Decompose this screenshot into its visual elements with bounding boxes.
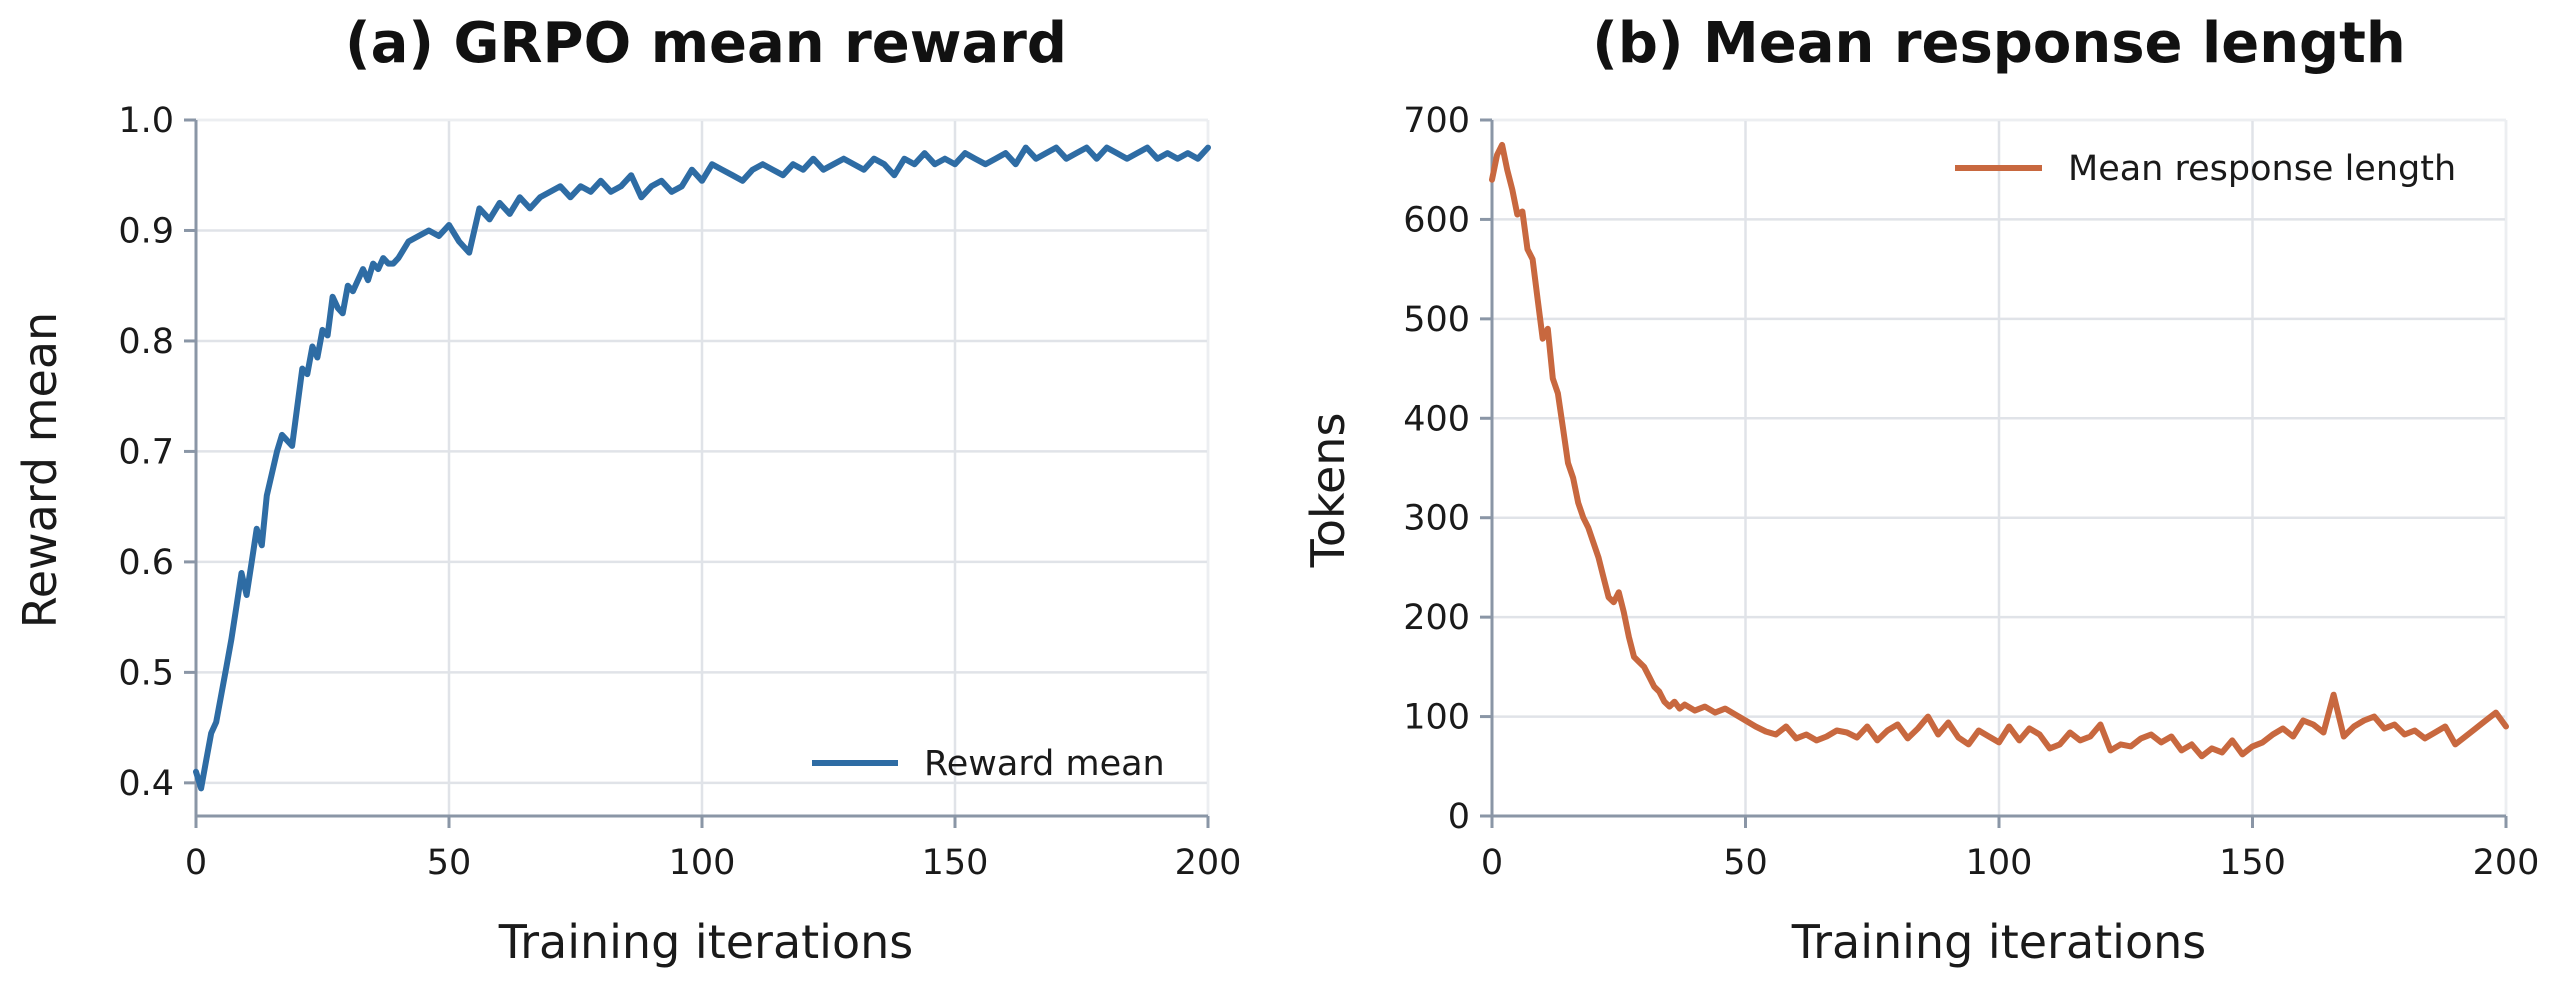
length-y-tick-label: 600 — [1403, 200, 1470, 240]
reward-chart-title: (a) GRPO mean reward — [345, 11, 1067, 76]
length-y-tick-label: 200 — [1403, 598, 1470, 638]
reward-x-tick-label: 0 — [185, 843, 207, 883]
reward-ticks: 0 50 100 150 200 0.4 0.5 0.6 0.7 0.8 0.9 1.0 — [118, 101, 1241, 883]
length-gridlines — [1490, 118, 2508, 818]
reward-y-tick-label: 1.0 — [118, 101, 174, 141]
reward-legend: Reward mean — [812, 744, 1165, 784]
length-chart-title: (b) Mean response length — [1592, 11, 2406, 76]
reward-series — [193, 144, 1211, 792]
length-y-tick-label: 700 — [1403, 101, 1470, 141]
reward-y-tick-label: 0.7 — [118, 432, 174, 472]
reward-y-tick-label: 0.4 — [118, 764, 174, 804]
length-legend: Mean response length — [1955, 149, 2456, 189]
length-y-tick-label: 500 — [1403, 300, 1470, 340]
reward-y-tick-label: 0.9 — [118, 211, 174, 251]
reward-x-tick-label: 50 — [427, 843, 472, 883]
reward-y-tick-label: 0.6 — [118, 543, 174, 583]
length-series-line — [1489, 141, 2509, 760]
length-x-tick-label: 50 — [1723, 843, 1768, 883]
length-x-tick-label: 0 — [1481, 843, 1503, 883]
length-chart-panel: (b) Mean response length 0 50 100 150 200 0 10… — [1301, 11, 2539, 969]
length-y-axis-label: Tokens — [1301, 413, 1355, 569]
length-axes — [1490, 119, 2507, 818]
length-ticks: 0 50 100 150 200 0 100 200 300 400 500 600 700 — [1403, 101, 2539, 883]
reward-x-tick-label: 100 — [669, 843, 736, 883]
reward-gridlines — [194, 118, 1210, 816]
length-y-tick-label: 400 — [1403, 399, 1470, 439]
reward-legend-label: Reward mean — [924, 744, 1165, 784]
reward-chart-panel: (a) GRPO mean reward 0 50 100 150 2000.40.50… — [13, 11, 1241, 969]
reward-series-line — [193, 144, 1211, 792]
length-y-tick-label: 300 — [1403, 499, 1470, 539]
length-series — [1489, 141, 2509, 760]
length-x-axis-label: Training iterations — [1791, 915, 2206, 969]
reward-x-tick-label: 150 — [922, 843, 989, 883]
length-y-tick-label: 0 — [1448, 797, 1470, 837]
reward-x-axis-label: Training iterations — [498, 915, 913, 969]
reward-x-tick-label: 200 — [1175, 843, 1242, 883]
reward-y-axis-label: Reward mean — [13, 312, 67, 628]
length-x-tick-label: 100 — [1966, 843, 2033, 883]
length-x-tick-label: 200 — [2473, 843, 2540, 883]
length-y-tick-label: 100 — [1403, 698, 1470, 738]
length-legend-label: Mean response length — [2068, 149, 2456, 189]
length-x-tick-label: 150 — [2219, 843, 2286, 883]
reward-y-tick-label: 0.5 — [118, 653, 174, 693]
reward-y-tick-label: 0.8 — [118, 322, 174, 362]
